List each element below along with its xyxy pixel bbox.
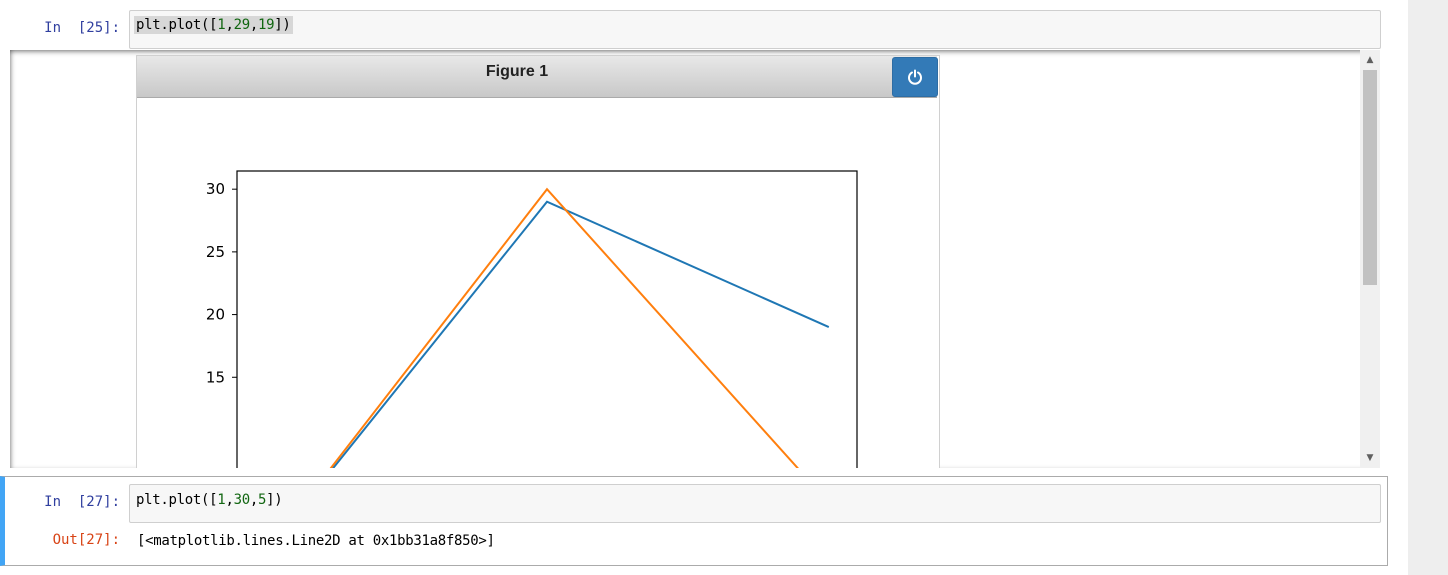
code-token: ])	[274, 17, 291, 33]
code-number: 19	[257, 17, 275, 33]
code-number: 5	[257, 492, 267, 508]
code-text: plt.plot([1,30,5])	[136, 492, 283, 508]
code-text: plt.plot([1,29,19])	[134, 16, 293, 34]
triangle-up-icon[interactable]: ▲	[1366, 55, 1374, 65]
output-prompt: Out[27]:	[52, 532, 120, 548]
vertical-scrollbar[interactable]: ▲ ▼	[1360, 50, 1380, 468]
code-number: 1	[217, 492, 226, 508]
notebook-cell-selected[interactable]: In [27]: plt.plot([1,30,5]) Out[27]: [<m…	[0, 476, 1388, 566]
code-input[interactable]: plt.plot([1,29,19])	[129, 10, 1381, 49]
y-tick-label: 30	[206, 180, 225, 198]
code-input[interactable]: plt.plot([1,30,5])	[129, 484, 1381, 523]
code-token: plt.plot([	[136, 492, 218, 508]
code-token: ,	[225, 492, 234, 508]
code-number: 1	[217, 17, 226, 33]
series-line-1	[331, 200, 830, 468]
plot-canvas[interactable]: 30 25 20 15	[137, 98, 937, 468]
output-area[interactable]: Figure 1 30 25 20 15 ▲ ▼	[10, 50, 1380, 468]
input-prompt: In [25]:	[44, 20, 120, 36]
code-token: ,	[249, 17, 258, 33]
code-token: ,	[225, 17, 234, 33]
series-line-2	[329, 187, 799, 468]
figure-title: Figure 1	[485, 63, 549, 80]
code-token: ])	[266, 492, 283, 508]
code-token: plt.plot([	[136, 17, 218, 33]
scroll-thumb[interactable]	[1363, 70, 1377, 285]
output-text: [<matplotlib.lines.Line2D at 0x1bb31a8f8…	[137, 533, 495, 549]
code-number: 30	[233, 492, 251, 508]
code-number: 29	[233, 17, 251, 33]
power-icon	[908, 69, 922, 85]
close-figure-button[interactable]	[892, 57, 938, 97]
input-prompt: In [27]:	[44, 494, 120, 510]
triangle-down-icon[interactable]: ▼	[1366, 453, 1374, 463]
y-tick-label: 20	[206, 306, 225, 324]
page-right-gutter	[1408, 0, 1448, 575]
figure-widget[interactable]: Figure 1 30 25 20 15	[136, 55, 940, 468]
axes-frame	[236, 170, 858, 468]
y-tick-label: 15	[206, 368, 225, 386]
y-tick-label: 25	[206, 243, 225, 261]
figure-header: Figure 1	[137, 56, 938, 98]
code-token: ,	[249, 492, 258, 508]
